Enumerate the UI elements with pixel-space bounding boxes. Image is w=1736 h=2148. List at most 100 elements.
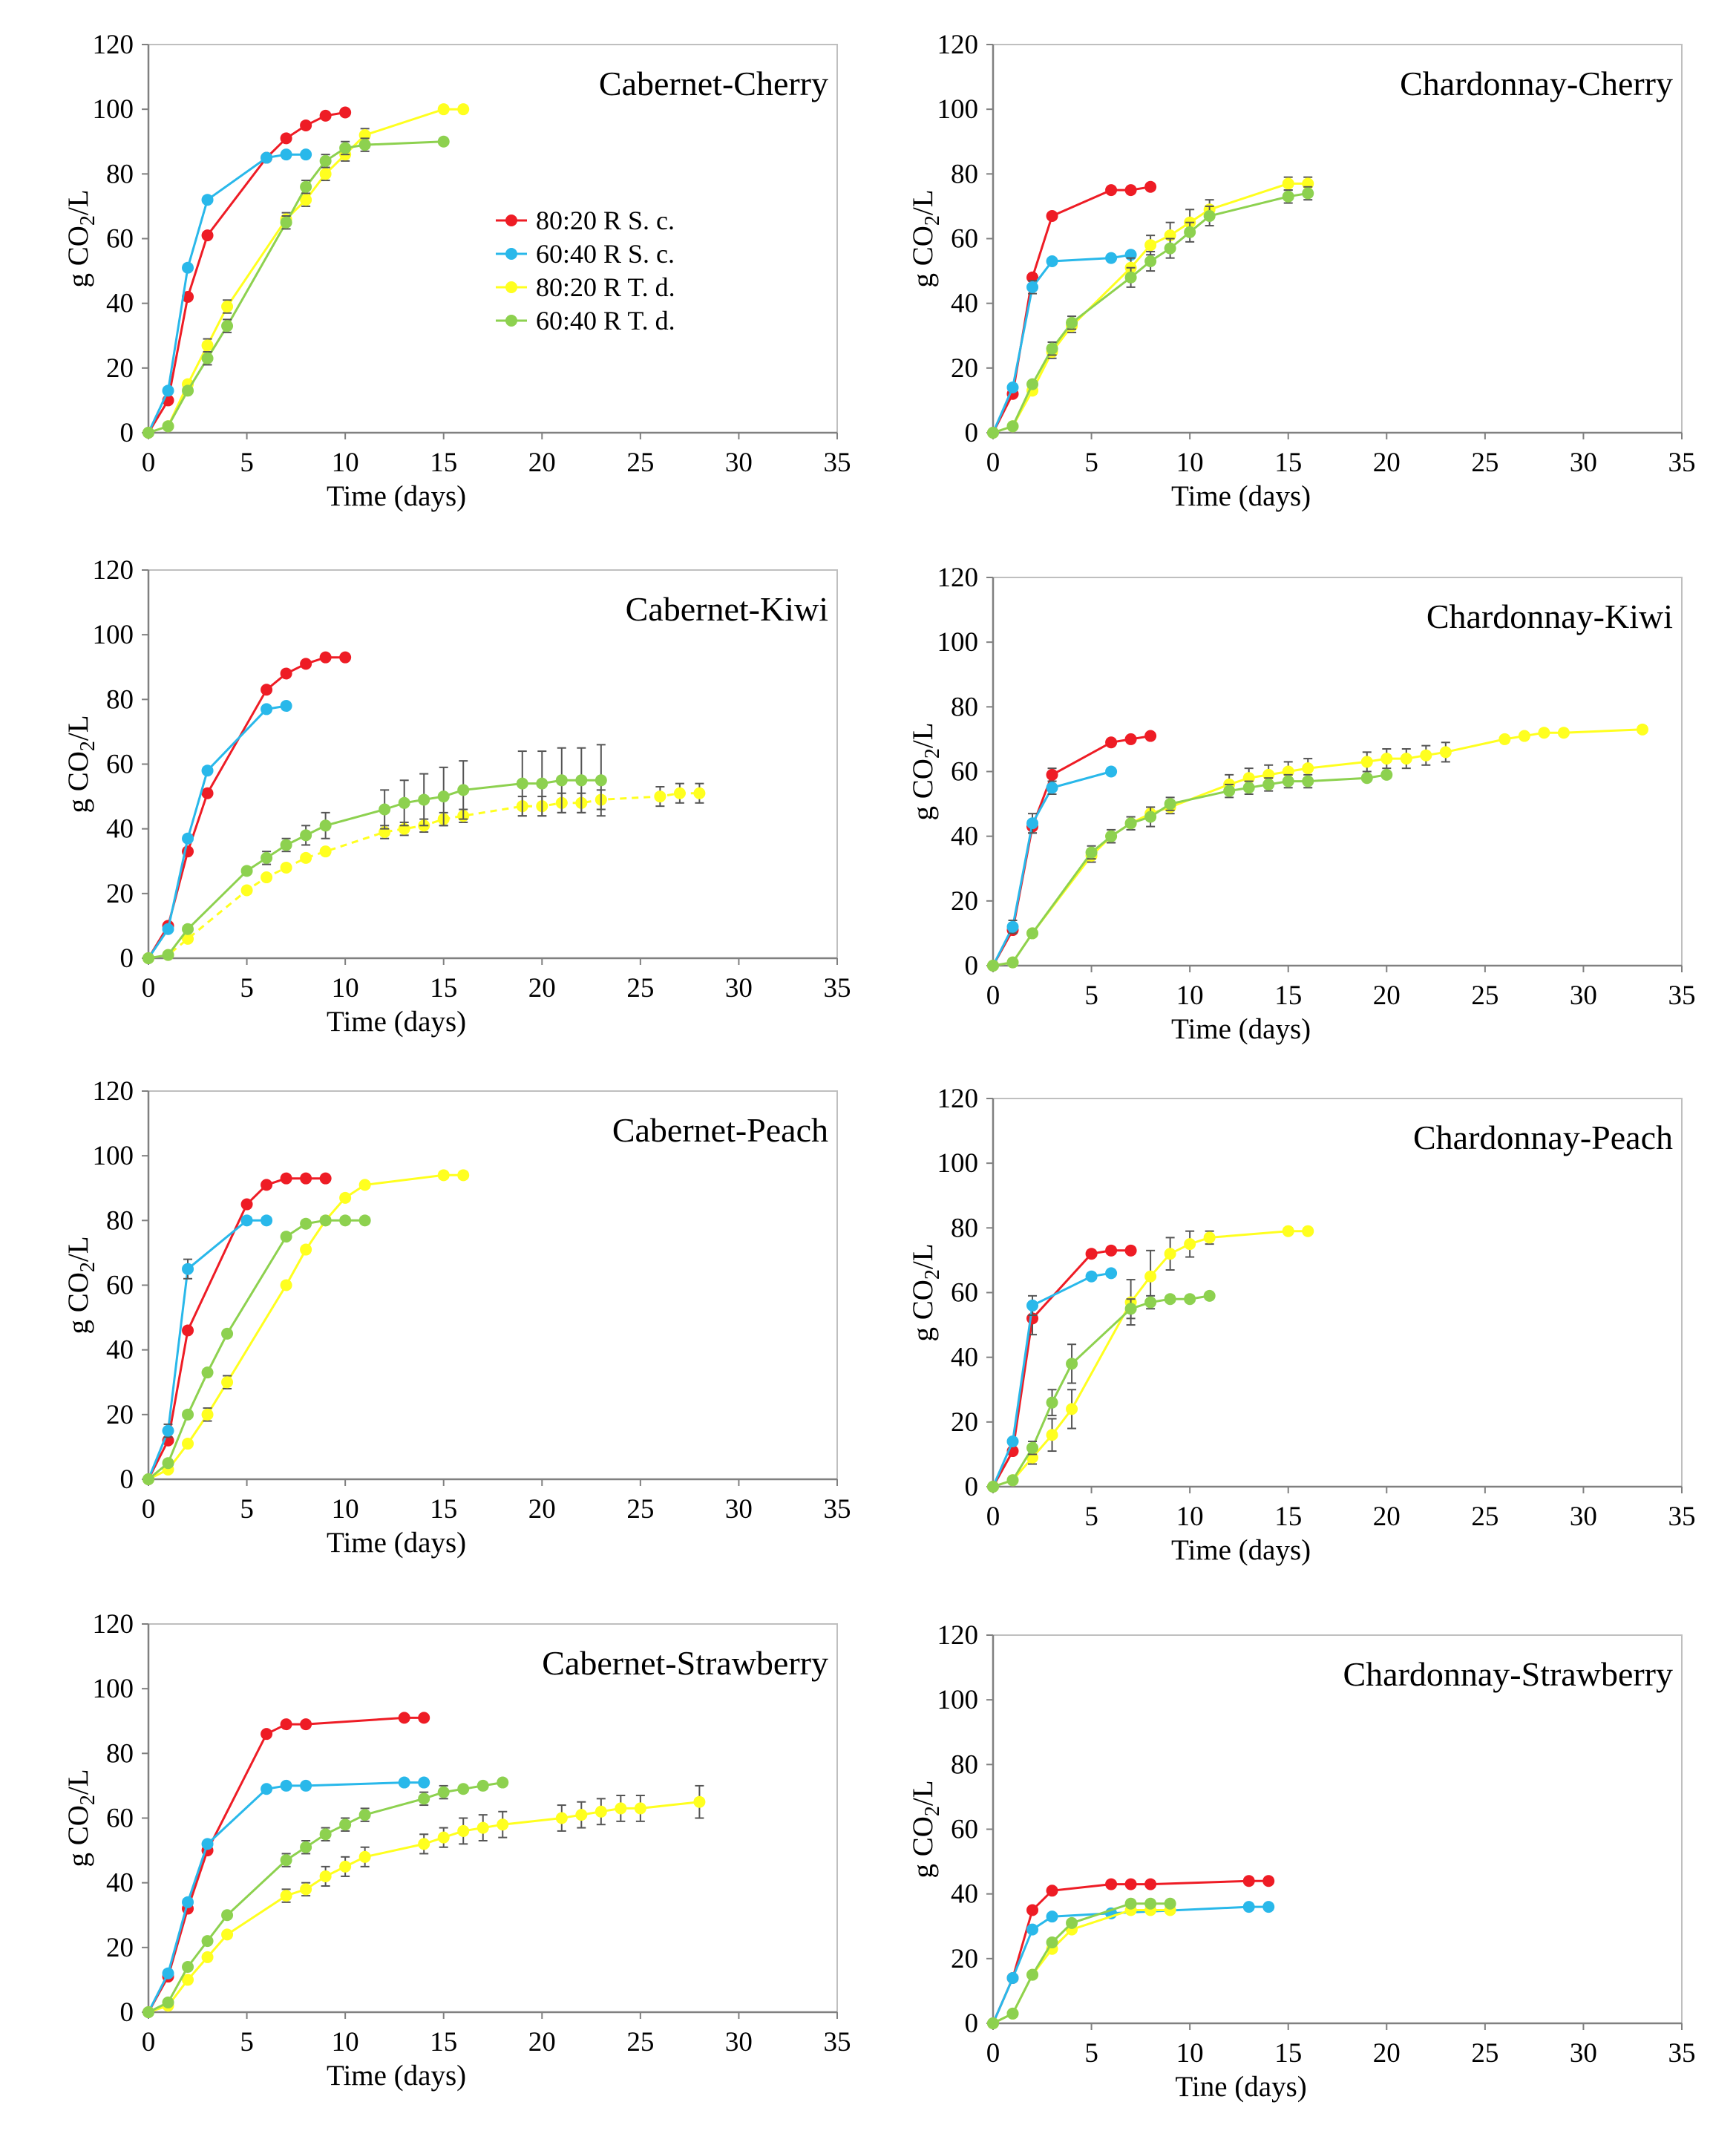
data-point [1046, 1910, 1058, 1923]
data-point [1636, 723, 1648, 736]
data-point [1144, 255, 1157, 268]
data-point [1400, 753, 1412, 765]
legend-marker [505, 315, 517, 327]
series-60-40-r-s-c [987, 765, 1118, 972]
chart-svg: 0 20 40 60 80 100 120 0 5 10 15 20 25 30 35 Time (days)… [62, 30, 851, 512]
data-point [1164, 242, 1176, 255]
data-point [201, 1935, 214, 1948]
data-point [280, 700, 292, 713]
data-point [280, 1172, 292, 1185]
chart-svg: 0 20 40 60 80 100 120 0 5 10 15 20 25 30 35 Time (days)… [907, 30, 1696, 512]
y-tick-label: 100 [93, 620, 134, 650]
x-tick-label: 10 [1176, 980, 1204, 1011]
data-point [300, 658, 312, 670]
data-point [1302, 1225, 1314, 1237]
x-tick-label: 35 [824, 973, 851, 1003]
x-tick-label: 25 [1471, 1502, 1498, 1532]
y-tick-label: 60 [951, 1278, 978, 1309]
legend-entry-60-40-r-s-c: 60:40 R S. c. [496, 239, 675, 269]
series-line [992, 773, 1387, 967]
data-point [1026, 1299, 1039, 1312]
legend-label: 60:40 R S. c. [536, 239, 675, 269]
data-point [437, 1169, 450, 1182]
y-tick-label: 40 [951, 289, 978, 319]
legend-entry-60-40-r-t-d: 60:40 R T. d. [496, 306, 675, 335]
x-tick-label: 0 [986, 448, 1000, 478]
x-axis-title: Time (days) [327, 2060, 466, 2092]
x-tick-label: 10 [332, 448, 359, 478]
x-tick-label: 0 [142, 448, 156, 478]
series-80-20-r-s-c [987, 1244, 1137, 1493]
data-point [300, 1779, 312, 1792]
x-tick-label: 30 [725, 2027, 753, 2057]
x-axis-title: Time (days) [327, 1006, 466, 1038]
x-tick-label: 35 [1668, 448, 1696, 478]
data-point [1164, 798, 1176, 811]
data-point [555, 774, 568, 787]
series-60-40-r-t-d [143, 135, 450, 439]
data-point [143, 1473, 154, 1485]
series-60-40-r-t-d [987, 1289, 1216, 1493]
y-tick-label: 0 [120, 943, 134, 974]
data-point [319, 651, 332, 664]
y-tick-label: 80 [106, 1205, 134, 1236]
data-point [1184, 1293, 1196, 1306]
data-point [319, 1214, 332, 1227]
plot-frame [992, 44, 1683, 433]
data-point [240, 1214, 253, 1227]
data-point [319, 154, 332, 167]
y-tick-label: 20 [106, 1933, 134, 1963]
y-axis-title: g CO2/L [907, 722, 944, 820]
series-line [147, 704, 286, 959]
x-tick-label: 5 [240, 973, 254, 1003]
data-point [221, 1327, 234, 1340]
data-point [987, 960, 999, 972]
data-point [1026, 378, 1039, 390]
data-point [240, 884, 253, 897]
data-point [300, 180, 312, 193]
y-tick-label: 120 [93, 1609, 134, 1640]
y-tick-label: 120 [937, 563, 979, 593]
y-tick-label: 100 [937, 94, 979, 125]
data-point [634, 1802, 646, 1815]
data-point [1006, 956, 1019, 969]
x-tick-label: 5 [1084, 448, 1098, 478]
x-tick-label: 30 [1570, 980, 1597, 1011]
data-point [1164, 1293, 1176, 1306]
x-tick-label: 35 [1668, 2038, 1696, 2069]
data-point [182, 932, 194, 945]
y-tick-label: 20 [951, 1944, 978, 1974]
data-point [300, 194, 312, 206]
legend: 80:20 R S. c. 60:40 R S. c.80:20 R T. d. 6… [496, 206, 675, 335]
x-tick-label: 15 [1274, 980, 1302, 1011]
data-point [261, 703, 273, 716]
data-point [476, 1779, 489, 1792]
y-axis-title: g CO2/L [62, 1236, 99, 1334]
series-line [147, 656, 346, 959]
plot-frame [992, 1634, 1683, 2024]
data-point [1144, 1296, 1157, 1309]
x-tick-label: 5 [1084, 1502, 1098, 1532]
data-point [516, 777, 528, 790]
data-point [143, 2006, 154, 2018]
data-point [162, 384, 174, 397]
data-point [654, 790, 666, 803]
series-line [992, 770, 1112, 966]
chart-panel-cabernet-peach: 0 20 40 60 80 100 120 0 5 10 15 20 25 30 35 Time (days)… [30, 1063, 891, 1582]
y-tick-label: 120 [93, 555, 134, 586]
data-point [280, 1854, 292, 1867]
series-60-40-r-t-d [143, 744, 607, 964]
y-tick-label: 20 [106, 1400, 134, 1430]
data-point [1144, 1878, 1157, 1890]
x-tick-label: 20 [528, 2027, 556, 2057]
series-60-40-r-s-c [987, 1267, 1118, 1493]
data-point [358, 1850, 371, 1863]
y-tick-label: 60 [106, 1271, 134, 1301]
x-tick-label: 20 [528, 448, 556, 478]
series-80-20-r-s-c [143, 651, 352, 964]
y-tick-label: 120 [937, 1084, 979, 1114]
x-axis-title: Time (days) [1171, 1013, 1311, 1045]
data-point [1105, 184, 1118, 197]
data-point [182, 832, 194, 845]
y-tick-label: 0 [965, 951, 979, 981]
